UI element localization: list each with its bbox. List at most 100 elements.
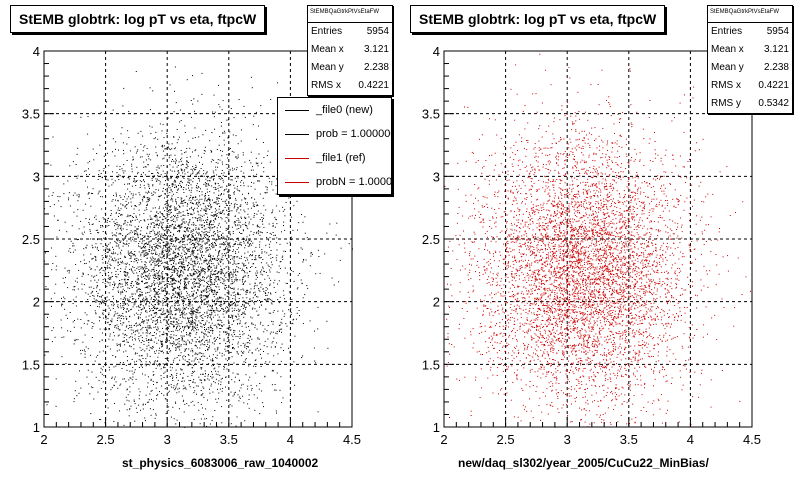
left-point — [172, 380, 174, 381]
left-point — [198, 287, 200, 288]
left-point — [55, 255, 57, 257]
left-point — [186, 253, 188, 255]
left-point — [92, 387, 94, 388]
left-point — [178, 276, 180, 278]
left-point — [243, 289, 245, 291]
left-point — [231, 334, 233, 336]
left-point — [262, 223, 264, 225]
left-point — [190, 241, 192, 243]
left-point — [210, 257, 212, 259]
left-point — [234, 191, 235, 193]
left-point — [107, 262, 109, 264]
left-point — [46, 404, 48, 406]
left-point — [177, 383, 179, 385]
left-point — [131, 171, 133, 173]
left-point — [242, 288, 244, 290]
left-point — [213, 271, 215, 273]
left-point — [155, 413, 157, 415]
left-point — [193, 223, 195, 225]
left-point — [165, 201, 167, 202]
left-point — [272, 232, 274, 233]
left-point — [164, 371, 166, 373]
left-point — [155, 323, 157, 325]
left-point — [108, 312, 110, 314]
left-point — [125, 275, 127, 277]
left-point — [95, 312, 97, 314]
left-point — [196, 316, 198, 318]
left-point — [264, 362, 266, 364]
left-point — [254, 308, 256, 310]
left-point — [248, 379, 250, 381]
left-point — [189, 296, 191, 298]
left-point — [136, 228, 138, 230]
left-point — [186, 228, 187, 230]
left-point — [131, 295, 133, 297]
left-point — [238, 224, 240, 226]
left-point — [199, 161, 200, 163]
left-point — [121, 127, 123, 129]
left-point — [136, 181, 137, 182]
left-point — [170, 220, 172, 222]
left-point — [177, 287, 179, 289]
left-point — [230, 391, 232, 393]
left-point — [185, 188, 187, 190]
left-point — [310, 255, 312, 257]
left-point — [189, 332, 191, 334]
left-point — [221, 390, 223, 392]
left-point — [313, 347, 315, 349]
left-point — [99, 419, 101, 420]
left-point — [215, 202, 217, 204]
left-point — [260, 286, 262, 288]
left-point — [111, 272, 113, 274]
left-point — [246, 272, 248, 274]
left-point — [196, 202, 198, 203]
left-point — [340, 247, 342, 249]
left-point — [263, 205, 265, 207]
left-point — [197, 219, 199, 221]
left-point — [176, 321, 178, 323]
left-point — [245, 260, 247, 262]
left-point — [107, 278, 109, 280]
left-point — [212, 255, 214, 257]
left-point — [137, 288, 139, 290]
left-point — [73, 326, 75, 328]
left-point — [92, 188, 94, 190]
left-point — [168, 301, 170, 303]
left-point — [94, 246, 96, 248]
left-point — [237, 177, 239, 179]
left-point — [199, 322, 201, 324]
left-point — [227, 346, 228, 348]
left-point — [171, 148, 173, 150]
left-point — [223, 130, 225, 132]
left-point — [243, 182, 244, 184]
left-point — [207, 266, 209, 268]
left-point — [174, 357, 176, 359]
left-point — [142, 300, 144, 302]
left-point — [166, 225, 168, 227]
left-point — [119, 410, 120, 412]
left-point — [270, 293, 272, 295]
left-point — [72, 242, 74, 244]
left-point — [249, 305, 251, 307]
left-point — [184, 279, 186, 281]
left-point — [155, 224, 157, 226]
left-point — [170, 225, 172, 227]
left-point — [231, 279, 233, 281]
left-point — [224, 249, 225, 251]
left-point — [173, 136, 175, 138]
left-point — [167, 246, 169, 248]
left-point — [186, 295, 188, 297]
left-point — [270, 346, 272, 348]
left-point — [170, 205, 172, 207]
left-point — [235, 274, 237, 276]
left-point — [182, 249, 184, 251]
left-point — [138, 366, 140, 368]
left-point — [153, 306, 155, 308]
left-point — [117, 290, 119, 292]
left-point — [175, 268, 177, 269]
left-point — [192, 197, 193, 199]
left-point — [122, 260, 123, 262]
left-point — [117, 304, 119, 306]
left-point — [124, 206, 126, 208]
left-point — [112, 284, 114, 285]
